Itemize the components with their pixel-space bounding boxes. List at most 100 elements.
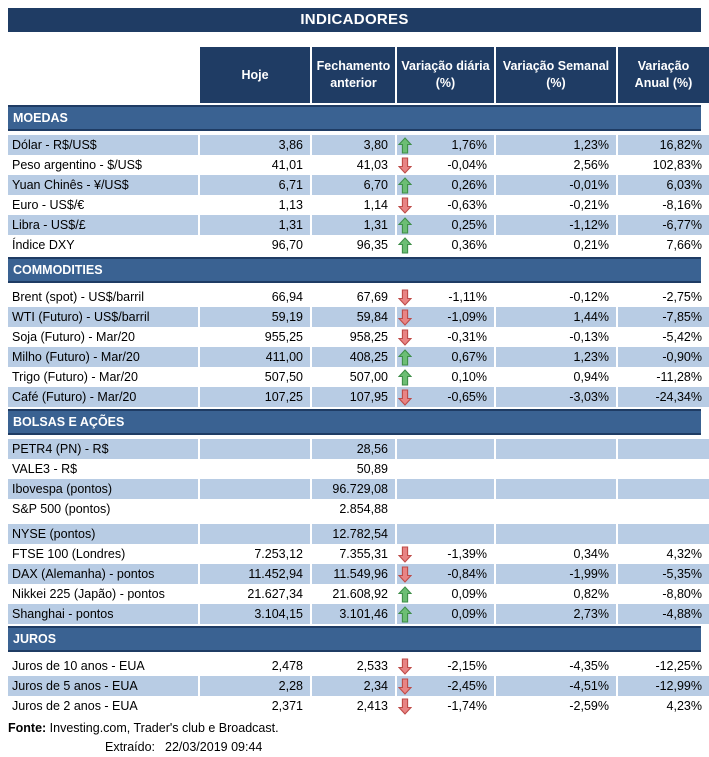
fechamento-anterior-value: 3,80 bbox=[312, 135, 395, 155]
variacao-semanal-value: -0,13% bbox=[496, 327, 616, 347]
variacao-diaria-value: -2,15% bbox=[447, 659, 487, 673]
indicator-label: Soja (Futuro) - Mar/20 bbox=[8, 327, 198, 347]
hoje-value: 6,71 bbox=[200, 175, 310, 195]
indicator-label: Peso argentino - $/US$ bbox=[8, 155, 198, 175]
up-arrow-icon bbox=[398, 585, 412, 603]
variacao-anual-value: 4,23% bbox=[618, 696, 709, 716]
hoje-value: 11.452,94 bbox=[200, 564, 310, 584]
indicator-label: Yuan Chinês - ¥/US$ bbox=[8, 175, 198, 195]
variacao-semanal-value bbox=[496, 479, 616, 499]
variacao-semanal-value: -1,12% bbox=[496, 215, 616, 235]
variacao-semanal-value bbox=[496, 439, 616, 459]
indicator-label: Trigo (Futuro) - Mar/20 bbox=[8, 367, 198, 387]
down-arrow-icon bbox=[398, 328, 412, 346]
fechamento-anterior-value: 7.355,31 bbox=[312, 544, 395, 564]
table-body: MOEDAS Dólar - R$/US$ 3,86 3,80 1,76% 1,23% 16… bbox=[8, 105, 709, 716]
variacao-diaria-value: -0,84% bbox=[447, 567, 487, 581]
variacao-diaria-value: 0,67% bbox=[451, 350, 487, 364]
up-arrow-icon bbox=[398, 368, 412, 386]
variacao-diaria-value: -0,63% bbox=[447, 198, 487, 212]
section-header-bolsas-e-acoes: BOLSAS E AÇÕES bbox=[8, 409, 701, 435]
down-arrow bbox=[398, 155, 412, 175]
up-arrow-icon bbox=[398, 136, 412, 154]
variacao-semanal-value: -0,01% bbox=[496, 175, 616, 195]
variacao-diaria-cell: -1,39% bbox=[397, 544, 494, 564]
down-arrow-icon bbox=[398, 388, 412, 406]
source-label: Fonte: bbox=[8, 721, 47, 735]
variacao-diaria-value: 0,09% bbox=[451, 607, 487, 621]
variacao-diaria-cell: 0,10% bbox=[397, 367, 494, 387]
fechamento-anterior-value: 21.608,92 bbox=[312, 584, 395, 604]
down-arrow bbox=[398, 564, 412, 584]
variacao-anual-value: -7,85% bbox=[618, 307, 709, 327]
variacao-anual-value: -12,25% bbox=[618, 656, 709, 676]
variacao-semanal-value: 0,21% bbox=[496, 235, 616, 255]
fechamento-anterior-value: 67,69 bbox=[312, 287, 395, 307]
variacao-semanal-value: -3,03% bbox=[496, 387, 616, 407]
variacao-anual-value: -8,16% bbox=[618, 195, 709, 215]
fechamento-anterior-value: 958,25 bbox=[312, 327, 395, 347]
variacao-diaria-cell: 0,67% bbox=[397, 347, 494, 367]
variacao-semanal-value: 2,73% bbox=[496, 604, 616, 624]
variacao-semanal-value: -0,12% bbox=[496, 287, 616, 307]
hoje-value: 507,50 bbox=[200, 367, 310, 387]
table-row-petr4-pn-r: PETR4 (PN) - R$ 28,56 bbox=[8, 439, 709, 459]
fechamento-anterior-value: 107,95 bbox=[312, 387, 395, 407]
variacao-anual-value: -6,77% bbox=[618, 215, 709, 235]
variacao-anual-value: -24,34% bbox=[618, 387, 709, 407]
variacao-diaria-cell: 0,36% bbox=[397, 235, 494, 255]
variacao-semanal-value: 0,94% bbox=[496, 367, 616, 387]
fechamento-anterior-value: 2,413 bbox=[312, 696, 395, 716]
variacao-diaria-cell: -2,15% bbox=[397, 656, 494, 676]
indicator-label: Juros de 2 anos - EUA bbox=[8, 696, 198, 716]
down-arrow bbox=[398, 287, 412, 307]
fechamento-anterior-value: 408,25 bbox=[312, 347, 395, 367]
table-row-milho-futuro-mar-20: Milho (Futuro) - Mar/20 411,00 408,25 0,67%… bbox=[8, 347, 709, 367]
variacao-diaria-value: 1,76% bbox=[451, 138, 487, 152]
variacao-semanal-value: -4,35% bbox=[496, 656, 616, 676]
down-arrow-icon bbox=[398, 545, 412, 563]
variacao-diaria-value: -1,74% bbox=[447, 699, 487, 713]
variacao-diaria-cell: -1,11% bbox=[397, 287, 494, 307]
header-cell-fechamento: Fechamento anterior bbox=[312, 47, 395, 103]
up-arrow bbox=[398, 215, 412, 235]
section-header-juros: JUROS bbox=[8, 626, 701, 652]
table-row-dolar-r-us: Dólar - R$/US$ 3,86 3,80 1,76% 1,23% 16,82% bbox=[8, 135, 709, 155]
fechamento-anterior-value: 2,533 bbox=[312, 656, 395, 676]
fechamento-anterior-value: 12.782,54 bbox=[312, 524, 395, 544]
hoje-value bbox=[200, 499, 310, 519]
variacao-diaria-value: -1,39% bbox=[447, 547, 487, 561]
page-title: INDICADORES bbox=[8, 8, 701, 32]
table-row-brent-spot-us-barril: Brent (spot) - US$/barril 66,94 67,69 -1,11… bbox=[8, 287, 709, 307]
variacao-diaria-cell: 0,09% bbox=[397, 584, 494, 604]
variacao-diaria-cell bbox=[397, 439, 494, 459]
indicator-label: Milho (Futuro) - Mar/20 bbox=[8, 347, 198, 367]
header-cell-hoje: Hoje bbox=[200, 47, 310, 103]
variacao-diaria-value: 0,26% bbox=[451, 178, 487, 192]
hoje-value: 107,25 bbox=[200, 387, 310, 407]
indicator-label: PETR4 (PN) - R$ bbox=[8, 439, 198, 459]
variacao-diaria-value: -0,65% bbox=[447, 390, 487, 404]
table-row-cafe-futuro-mar-20: Café (Futuro) - Mar/20 107,25 107,95 -0,65%… bbox=[8, 387, 709, 407]
variacao-anual-value bbox=[618, 479, 709, 499]
fechamento-anterior-value: 1,31 bbox=[312, 215, 395, 235]
fechamento-anterior-value: 3.101,46 bbox=[312, 604, 395, 624]
up-arrow bbox=[398, 135, 412, 155]
extracted-label: Extraído: bbox=[105, 740, 156, 754]
indicator-label: Dólar - R$/US$ bbox=[8, 135, 198, 155]
variacao-diaria-value: -1,09% bbox=[447, 310, 487, 324]
up-arrow bbox=[398, 347, 412, 367]
hoje-value bbox=[200, 439, 310, 459]
fechamento-anterior-value: 2,34 bbox=[312, 676, 395, 696]
variacao-semanal-value: -4,51% bbox=[496, 676, 616, 696]
indicator-label: Libra - US$/£ bbox=[8, 215, 198, 235]
up-arrow-icon bbox=[398, 236, 412, 254]
indicator-label: VALE3 - R$ bbox=[8, 459, 198, 479]
arrow-slot-empty bbox=[398, 439, 412, 459]
footer: Fonte: Investing.com, Trader's club e Br… bbox=[8, 719, 701, 757]
indicator-label: WTI (Futuro) - US$/barril bbox=[8, 307, 198, 327]
up-arrow bbox=[398, 235, 412, 255]
table-row-trigo-futuro-mar-20: Trigo (Futuro) - Mar/20 507,50 507,00 0,10%… bbox=[8, 367, 709, 387]
section-header-moedas: MOEDAS bbox=[8, 105, 701, 131]
hoje-value: 2,371 bbox=[200, 696, 310, 716]
